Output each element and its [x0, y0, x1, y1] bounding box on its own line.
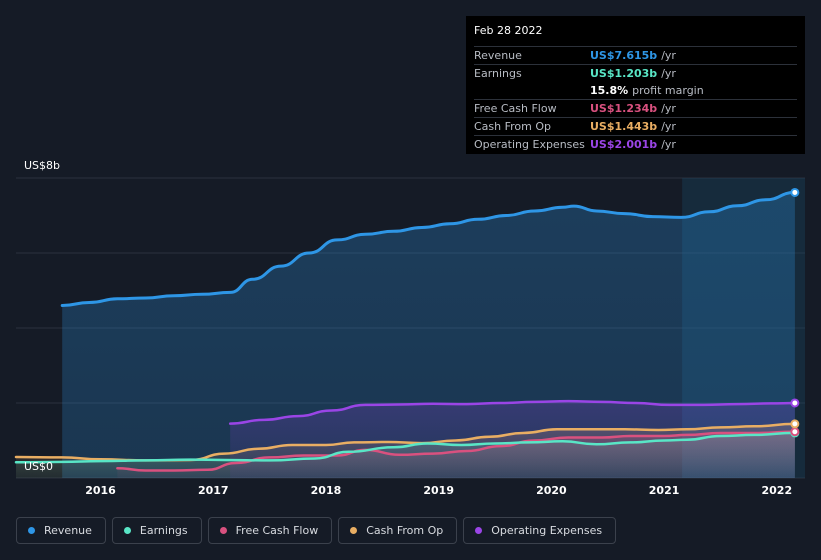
tooltip-date: Feb 28 2022 [474, 24, 543, 37]
legend-item-free-cash-flow[interactable]: Free Cash Flow [207, 517, 333, 544]
x-tick-label: 2019 [423, 484, 454, 497]
endpoint-revenue [790, 187, 800, 197]
y-axis-bottom-label: US$0 [24, 460, 54, 473]
legend-label: Operating Expenses [491, 524, 603, 537]
tooltip-row: Revenue US$7.615b/yr [474, 46, 797, 64]
tooltip-row-value: US$1.443b [590, 120, 658, 133]
legend-dot-icon [28, 527, 35, 534]
legend-label: Earnings [139, 524, 188, 537]
tooltip-row-label: Free Cash Flow [474, 102, 557, 115]
series-line-fcf [116, 430, 797, 472]
tooltip-row-value: US$1.203b [590, 67, 658, 80]
legend-label: Revenue [44, 524, 92, 537]
series-line-revenue [60, 190, 797, 307]
tooltip-row: Cash From Op US$1.443b/yr [474, 117, 797, 135]
tooltip-row-value: US$7.615b [590, 49, 658, 62]
endpoint-opex [790, 398, 800, 408]
x-tick-label: 2022 [762, 484, 793, 497]
tooltip-row-value: US$1.234b [590, 102, 658, 115]
x-tick-label: 2016 [85, 484, 116, 497]
tooltip-row-value: US$2.001b [590, 138, 658, 151]
series-line-opex [228, 399, 797, 425]
endpoint-fcf [790, 427, 800, 437]
x-tick-label: 2020 [536, 484, 567, 497]
tooltip-row: Operating Expenses US$2.001b/yr [474, 135, 797, 153]
legend-label: Cash From Op [366, 524, 444, 537]
tooltip-row: 15.8% profit margin [474, 82, 797, 99]
legend-item-revenue[interactable]: Revenue [16, 517, 106, 544]
tooltip-row-value: 15.8% [590, 84, 629, 97]
legend-item-earnings[interactable]: Earnings [111, 517, 202, 544]
legend-dot-icon [123, 527, 131, 534]
x-tick-label: 2018 [311, 484, 342, 497]
x-tick-label: 2021 [649, 484, 680, 497]
legend-label: Free Cash Flow [235, 524, 319, 537]
series-line-earnings [14, 431, 797, 464]
legend-dot-icon [219, 527, 227, 534]
tooltip-row-unit: /yr [661, 102, 676, 115]
x-tick-label: 2017 [198, 484, 229, 497]
tooltip-row-label: Operating Expenses [474, 138, 585, 151]
legend-dot-icon [350, 527, 358, 534]
tooltip-row-unit: /yr [661, 67, 676, 80]
chart-legend: Revenue Earnings Free Cash Flow Cash From O… [16, 517, 617, 544]
chart-tooltip: Feb 28 2022 Revenue US$7.615b/yr Earnings U… [466, 16, 805, 154]
legend-item-operating-expenses[interactable]: Operating Expenses [463, 517, 617, 544]
tooltip-row: Earnings US$1.203b/yr [474, 64, 797, 82]
tooltip-row-label: Revenue [474, 49, 522, 62]
tooltip-row-unit: /yr [661, 120, 676, 133]
tooltip-row-unit: /yr [661, 138, 676, 151]
area-opex [230, 401, 795, 478]
y-axis-top-label: US$8b [24, 159, 61, 172]
tooltip-row-label: Cash From Op [474, 120, 552, 133]
legend-item-cash-from-op[interactable]: Cash From Op [338, 517, 458, 544]
tooltip-row-label: Earnings [474, 67, 522, 80]
legend-dot-icon [475, 527, 483, 534]
endpoint-cfo [790, 419, 800, 429]
tooltip-row-unit: /yr [661, 49, 676, 62]
tooltip-row-unit: profit margin [632, 84, 704, 97]
tooltip-row: Free Cash Flow US$1.234b/yr [474, 99, 797, 117]
